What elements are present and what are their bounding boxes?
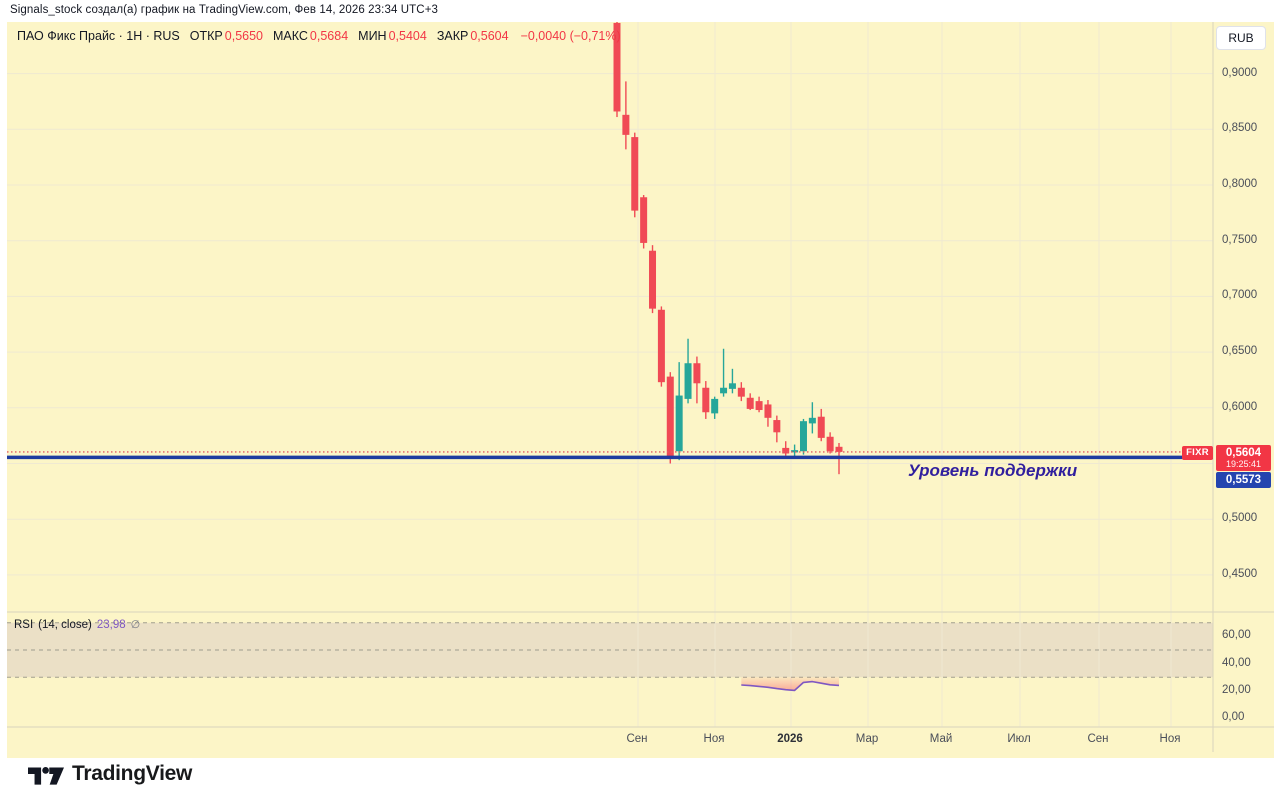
tradingview-logo-icon — [28, 767, 64, 785]
rsi-hidden-icon: ∅ — [130, 619, 141, 631]
candle-body — [755, 401, 763, 411]
candle-body — [693, 363, 701, 384]
candle-body — [799, 421, 807, 452]
candle-body — [720, 387, 728, 394]
rsi-oversold-fill — [741, 677, 839, 691]
time-axis-label: Июл — [1007, 733, 1031, 745]
support-price-badge: 0,5573 — [1216, 472, 1271, 488]
price-axis-label: 0,7500 — [1222, 233, 1258, 246]
time-axis-label: Май — [929, 733, 953, 745]
bar-countdown: 19:25:41 — [1225, 459, 1262, 469]
rsi-axis-label: 0,00 — [1222, 711, 1245, 723]
candle-body — [791, 450, 799, 453]
candle-body — [675, 395, 683, 452]
price-axis-label: 0,6500 — [1222, 345, 1258, 358]
candle-body — [613, 22, 621, 112]
candle-body — [773, 420, 781, 433]
price-axis-label: 0,8000 — [1222, 178, 1258, 190]
rsi-legend: RSI (14, close) 23,98 ∅ — [14, 618, 140, 631]
attribution-text: Signals_stock создал(а) график на Tradin… — [10, 4, 439, 16]
last-price-badge: 0,5604 19:25:41 — [1216, 445, 1271, 471]
support-annotation: Уровень поддержки — [908, 461, 1078, 480]
symbol-title: ПАО Фикс Прайс · 1H · RUS — [17, 29, 180, 43]
tradingview-logo[interactable]: TradingView — [28, 762, 192, 786]
candle-body — [649, 250, 657, 309]
rsi-line — [741, 680, 840, 692]
price-axis-label: 0,6000 — [1222, 400, 1258, 413]
chart-card — [7, 22, 1274, 758]
rsi-axis-label: 20,00 — [1222, 683, 1251, 696]
candle-body — [808, 417, 816, 424]
ohlc-label: МАКС — [273, 29, 308, 43]
symbol-legend: ПАО Фикс Прайс · 1H · RUS ОТКР 0,5650 МАК… — [17, 29, 621, 43]
time-axis-label: Сен — [626, 733, 648, 745]
candle-body — [631, 137, 639, 211]
currency-button[interactable]: RUB — [1216, 26, 1266, 50]
rsi-params: (14, close) — [38, 619, 92, 631]
time-axis-label: 2026 — [777, 733, 803, 745]
ohlc-high: МАКС 0,5684 — [273, 29, 348, 43]
candle-body — [657, 309, 665, 383]
ohlc-low: МИН 0,5404 — [358, 29, 427, 43]
ohlc-label: ЗАКР — [436, 29, 469, 43]
ohlc-label: ОТКР — [189, 29, 223, 43]
candle-body — [746, 397, 754, 409]
candle-body — [711, 398, 719, 414]
rsi-name: RSI — [14, 619, 34, 631]
candle-body — [640, 197, 648, 243]
rsi-axis-label: 60,00 — [1222, 629, 1251, 642]
price-axis-label: 0,9000 — [1222, 66, 1258, 79]
rsi-value: 23,98 — [96, 619, 126, 631]
ohlc-value: 0,5650 — [224, 29, 263, 43]
rsi-axis-label: 40,00 — [1222, 656, 1251, 669]
time-axis-label: Ноя — [703, 733, 725, 745]
time-axis-label: Ноя — [1159, 733, 1181, 745]
ticker-flag: FIXR — [1182, 446, 1213, 460]
time-axis-label: Мар — [855, 733, 879, 745]
candle-body — [835, 446, 843, 452]
price-axis-label: 0,7000 — [1222, 289, 1258, 302]
ohlc-value: 0,5604 — [470, 29, 509, 43]
candle-body — [728, 383, 736, 389]
last-price-value: 0,5604 — [1225, 447, 1262, 459]
candle-body — [737, 387, 745, 397]
ohlc-label: МИН — [358, 29, 387, 43]
ohlc-value: 0,5404 — [388, 29, 427, 43]
candle-body — [666, 376, 674, 457]
candle-body — [622, 114, 630, 135]
price-axis-label: 0,8500 — [1222, 122, 1258, 135]
candle-body — [684, 363, 692, 399]
price-change: −0,0040 (−0,71%) — [520, 29, 621, 43]
price-axis-label: 0,5000 — [1222, 512, 1258, 525]
candle-body — [782, 447, 790, 454]
time-axis-label: Сен — [1087, 733, 1109, 745]
ohlc-open: ОТКР 0,5650 — [190, 29, 263, 43]
price-axis-label: 0,4500 — [1222, 567, 1258, 580]
tradingview-logo-text: TradingView — [72, 762, 193, 785]
candle-body — [764, 404, 772, 418]
ohlc-value: 0,5684 — [309, 29, 349, 43]
ohlc-close: ЗАКР 0,5604 — [437, 29, 509, 43]
candle-body — [817, 416, 825, 438]
candle-body — [826, 436, 834, 452]
candle-body — [702, 387, 710, 413]
